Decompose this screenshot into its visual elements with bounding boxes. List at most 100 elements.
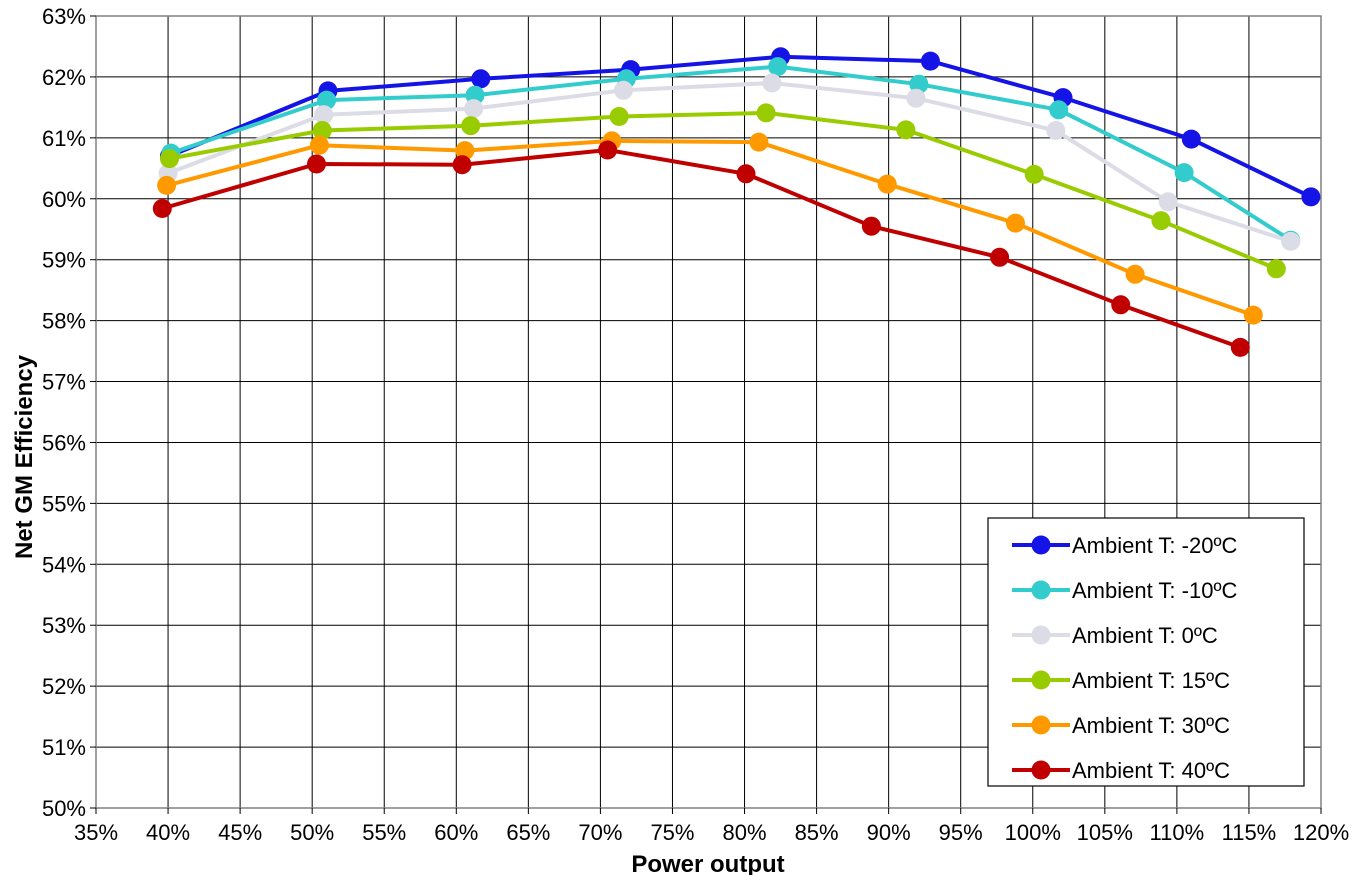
data-point	[452, 155, 472, 175]
legend-item: Ambient T: 40ºC	[1012, 758, 1230, 783]
data-point	[1024, 164, 1044, 184]
y-tick-label: 53%	[42, 613, 86, 638]
legend-label: Ambient T: 0ºC	[1072, 623, 1218, 648]
y-tick-label: 63%	[42, 4, 86, 29]
data-point	[309, 135, 329, 155]
data-point	[314, 105, 334, 125]
data-point	[1125, 264, 1145, 284]
data-point	[736, 164, 756, 184]
x-tick-label: 95%	[939, 820, 983, 845]
data-point	[1181, 129, 1201, 149]
legend-label: Ambient T: 30ºC	[1072, 713, 1230, 738]
data-point	[312, 121, 332, 140]
data-point	[1243, 305, 1263, 325]
legend-item: Ambient T: 15ºC	[1012, 668, 1230, 693]
x-tick-label: 35%	[74, 820, 118, 845]
legend-label: Ambient T: -20ºC	[1072, 533, 1237, 558]
legend-swatch-marker	[1031, 715, 1051, 735]
data-point	[920, 51, 940, 71]
data-point	[1151, 211, 1171, 231]
x-axis-ticks: 35% 40% 45% 50% 55% 60% 65% 70% 75% 80% 85% 90% 95% 1…	[74, 808, 1349, 845]
legend-label: Ambient T: -10ºC	[1072, 578, 1237, 603]
legend-swatch-marker	[1031, 670, 1051, 690]
y-axis-title: Net GM Efficiency	[11, 354, 38, 559]
x-tick-label: 110%	[1150, 820, 1205, 845]
y-axis-ticks: 50% 51% 52% 53% 54% 55% 56% 57% 58% 59% 60% 61% 62% 6…	[42, 4, 96, 821]
y-tick-label: 58%	[42, 309, 86, 334]
data-point	[160, 149, 179, 169]
x-tick-label: 70%	[578, 820, 622, 845]
data-point	[1266, 259, 1286, 279]
x-tick-label: 100%	[1005, 820, 1061, 845]
plot-frame	[95, 15, 1322, 809]
legend-swatch-marker	[1031, 625, 1051, 645]
y-tick-label: 60%	[42, 187, 86, 212]
y-tick-label: 51%	[42, 735, 86, 760]
x-tick-label: 45%	[218, 820, 262, 845]
legend-label: Ambient T: 15ºC	[1072, 668, 1230, 693]
data-point	[455, 141, 475, 161]
y-tick-label: 55%	[42, 491, 86, 516]
legend-box	[987, 517, 1305, 787]
legend: Ambient T: -20ºC Ambient T: -10ºC Ambient …	[987, 517, 1305, 787]
y-tick-label: 50%	[42, 796, 86, 821]
data-point	[471, 69, 491, 89]
series-group	[152, 47, 1321, 357]
legend-item: Ambient T: 30ºC	[1012, 713, 1230, 738]
series-2	[158, 73, 1301, 251]
x-tick-label: 115%	[1222, 820, 1277, 845]
data-point	[861, 216, 881, 236]
data-point	[614, 80, 633, 100]
legend-item: Ambient T: -20ºC	[1012, 533, 1237, 558]
data-point	[464, 99, 484, 119]
series-4	[157, 131, 1263, 325]
data-point	[1301, 187, 1321, 207]
data-point	[906, 88, 926, 108]
data-point	[1111, 295, 1131, 315]
legend-swatch-marker	[1031, 535, 1051, 555]
data-point	[609, 107, 629, 126]
legend-label: Ambient T: 40ºC	[1072, 758, 1230, 783]
data-point	[768, 57, 788, 77]
data-point	[152, 199, 172, 218]
y-tick-label: 52%	[42, 674, 86, 699]
x-axis-title: Power output	[631, 851, 784, 875]
y-tick-label: 54%	[42, 552, 86, 577]
data-point	[1281, 231, 1301, 251]
x-tick-label: 75%	[650, 820, 694, 845]
y-tick-label: 56%	[42, 430, 86, 455]
y-tick-label: 59%	[42, 248, 86, 273]
y-tick-label: 61%	[42, 126, 86, 151]
series-5	[152, 140, 1250, 357]
data-point	[877, 174, 897, 194]
data-point	[756, 103, 776, 123]
data-point	[307, 154, 326, 174]
data-point	[896, 120, 916, 140]
data-point	[1158, 192, 1178, 212]
data-point	[157, 175, 177, 195]
x-tick-label: 55%	[362, 820, 406, 845]
data-point	[461, 116, 481, 136]
data-point	[990, 247, 1010, 267]
series-3	[160, 103, 1286, 279]
x-tick-label: 85%	[795, 820, 839, 845]
legend-swatch-marker	[1031, 760, 1051, 780]
x-tick-label: 105%	[1077, 820, 1133, 845]
x-tick-label: 40%	[146, 820, 190, 845]
data-point	[317, 90, 337, 110]
y-tick-label: 57%	[42, 370, 86, 395]
data-point	[762, 73, 782, 93]
data-point	[1006, 213, 1025, 233]
x-tick-label: 60%	[434, 820, 478, 845]
x-tick-label: 80%	[723, 820, 767, 845]
data-point	[1174, 163, 1194, 183]
data-point	[1046, 121, 1066, 140]
x-tick-label: 65%	[506, 820, 550, 845]
legend-item: Ambient T: -10ºC	[1012, 578, 1237, 603]
y-tick-label: 62%	[42, 65, 86, 90]
legend-item: Ambient T: 0ºC	[1012, 623, 1218, 648]
data-point	[749, 132, 769, 152]
data-point	[1230, 337, 1250, 357]
data-point	[1049, 100, 1069, 120]
